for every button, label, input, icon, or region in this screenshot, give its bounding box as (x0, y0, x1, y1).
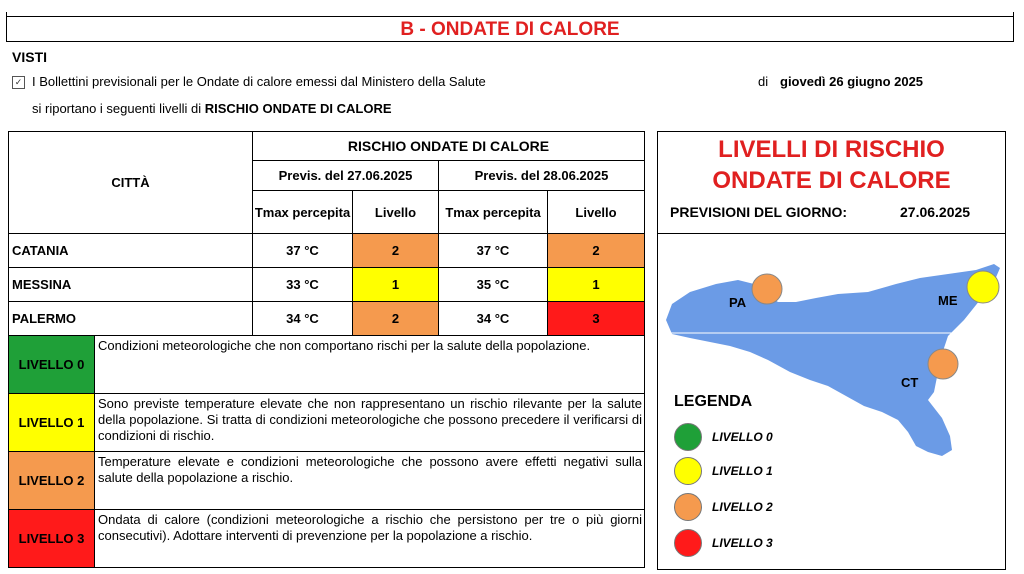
level-2-desc: Temperature elevate e condizioni meteoro… (94, 451, 645, 510)
tmax-value: 37 °C (438, 233, 548, 268)
level-row: LIVELLO 2 Temperature elevate e condizio… (8, 451, 645, 510)
bulletin-line: I Bollettini previsionali per le Ondate … (32, 74, 486, 89)
city-name: PALERMO (8, 301, 253, 336)
table-row: PALERMO 34 °C 2 34 °C 3 (8, 301, 645, 336)
city-name: CATANIA (8, 233, 253, 268)
legend-dot-3 (674, 529, 702, 557)
tmax-header-2: Tmax percepita (438, 190, 548, 234)
level-value: 2 (352, 301, 439, 336)
level-value: 1 (547, 267, 645, 302)
tmax-value: 37 °C (252, 233, 353, 268)
catania-marker (927, 348, 959, 380)
tmax-value: 33 °C (252, 267, 353, 302)
tmax-value: 35 °C (438, 267, 548, 302)
messina-marker (966, 270, 1000, 304)
section-title: B - ONDATE DI CALORE (400, 19, 620, 40)
legend-title: LEGENDA (674, 393, 753, 410)
panel-title-line1: LIVELLI DI RISCHIO (718, 136, 945, 163)
day1-header: Previs. del 27.06.2025 (252, 160, 439, 191)
legend-dot-0 (674, 423, 702, 451)
sicily-island-shape (666, 264, 1000, 456)
level-0-label: LIVELLO 0 (8, 335, 95, 394)
legend-label-0: LIVELLO 0 (712, 430, 773, 444)
level-3-label: LIVELLO 3 (8, 509, 95, 568)
city-name: MESSINA (8, 267, 253, 302)
tmax-value: 34 °C (438, 301, 548, 336)
legend-label-2: LIVELLO 2 (712, 500, 773, 514)
tmax-header-1: Tmax percepita (252, 190, 353, 234)
level-value: 1 (352, 267, 439, 302)
sicily-map: PA ME CT (662, 264, 1000, 456)
level-header-1: Livello (352, 190, 439, 234)
table-row: CATANIA 37 °C 2 37 °C 2 (8, 233, 645, 268)
level-header-2: Livello (547, 190, 645, 234)
legend-label-3: LIVELLO 3 (712, 536, 773, 550)
map-label-me: ME (938, 293, 958, 308)
legend-dot-1 (674, 457, 702, 485)
level-value: 2 (547, 233, 645, 268)
map-label-ct: CT (901, 375, 918, 390)
legend-label-1: LIVELLO 1 (712, 464, 773, 478)
report-line: si riportano i seguenti livelli di RISCH… (32, 101, 392, 116)
panel-title-line2: ONDATE DI CALORE (712, 167, 951, 194)
level-1-label: LIVELLO 1 (8, 393, 95, 452)
level-3-desc: Ondata di calore (condizioni meteorologi… (94, 509, 645, 568)
level-row: LIVELLO 0 Condizioni meteorologiche che … (8, 335, 645, 394)
forecast-label: PREVISIONI DEL GIORNO: (670, 204, 848, 220)
day2-header: Previs. del 28.06.2025 (438, 160, 645, 191)
section-title-bar: B - ONDATE DI CALORE (6, 12, 1014, 42)
level-row: LIVELLO 3 Ondata di calore (condizioni m… (8, 509, 645, 568)
panel-title: LIVELLI DI RISCHIO ONDATE DI CALORE (658, 134, 1005, 196)
visti-label: VISTI (12, 49, 48, 65)
risk-table: CITTÀ RISCHIO ONDATE DI CALORE Previs. d… (8, 131, 645, 568)
map-label-pa: PA (729, 295, 747, 310)
bulletin-checkbox[interactable]: ✓ (12, 76, 25, 89)
level-value: 2 (352, 233, 439, 268)
report-bold: RISCHIO ONDATE DI CALORE (204, 101, 392, 116)
level-2-label: LIVELLO 2 (8, 451, 95, 510)
risk-panel: LIVELLI DI RISCHIO ONDATE DI CALORE PREV… (657, 131, 1006, 570)
table-row: MESSINA 33 °C 1 35 °C 1 (8, 267, 645, 302)
level-0-desc: Condizioni meteorologiche che non compor… (94, 335, 645, 394)
forecast-date: 27.06.2025 (900, 204, 971, 220)
risk-header: RISCHIO ONDATE DI CALORE (252, 131, 645, 161)
panel-header: LIVELLI DI RISCHIO ONDATE DI CALORE PREV… (658, 132, 1005, 234)
legend-dot-2 (674, 493, 702, 521)
bulletin-date: giovedì 26 giugno 2025 (780, 74, 924, 89)
level-value: 3 (547, 301, 645, 336)
city-header: CITTÀ (8, 131, 253, 234)
report-prefix: si riportano i seguenti livelli di (32, 101, 202, 116)
tmax-value: 34 °C (252, 301, 353, 336)
level-1-desc: Sono previste temperature elevate che no… (94, 393, 645, 452)
level-row: LIVELLO 1 Sono previste temperature elev… (8, 393, 645, 452)
palermo-marker (751, 273, 783, 305)
di-label: di (758, 74, 769, 89)
